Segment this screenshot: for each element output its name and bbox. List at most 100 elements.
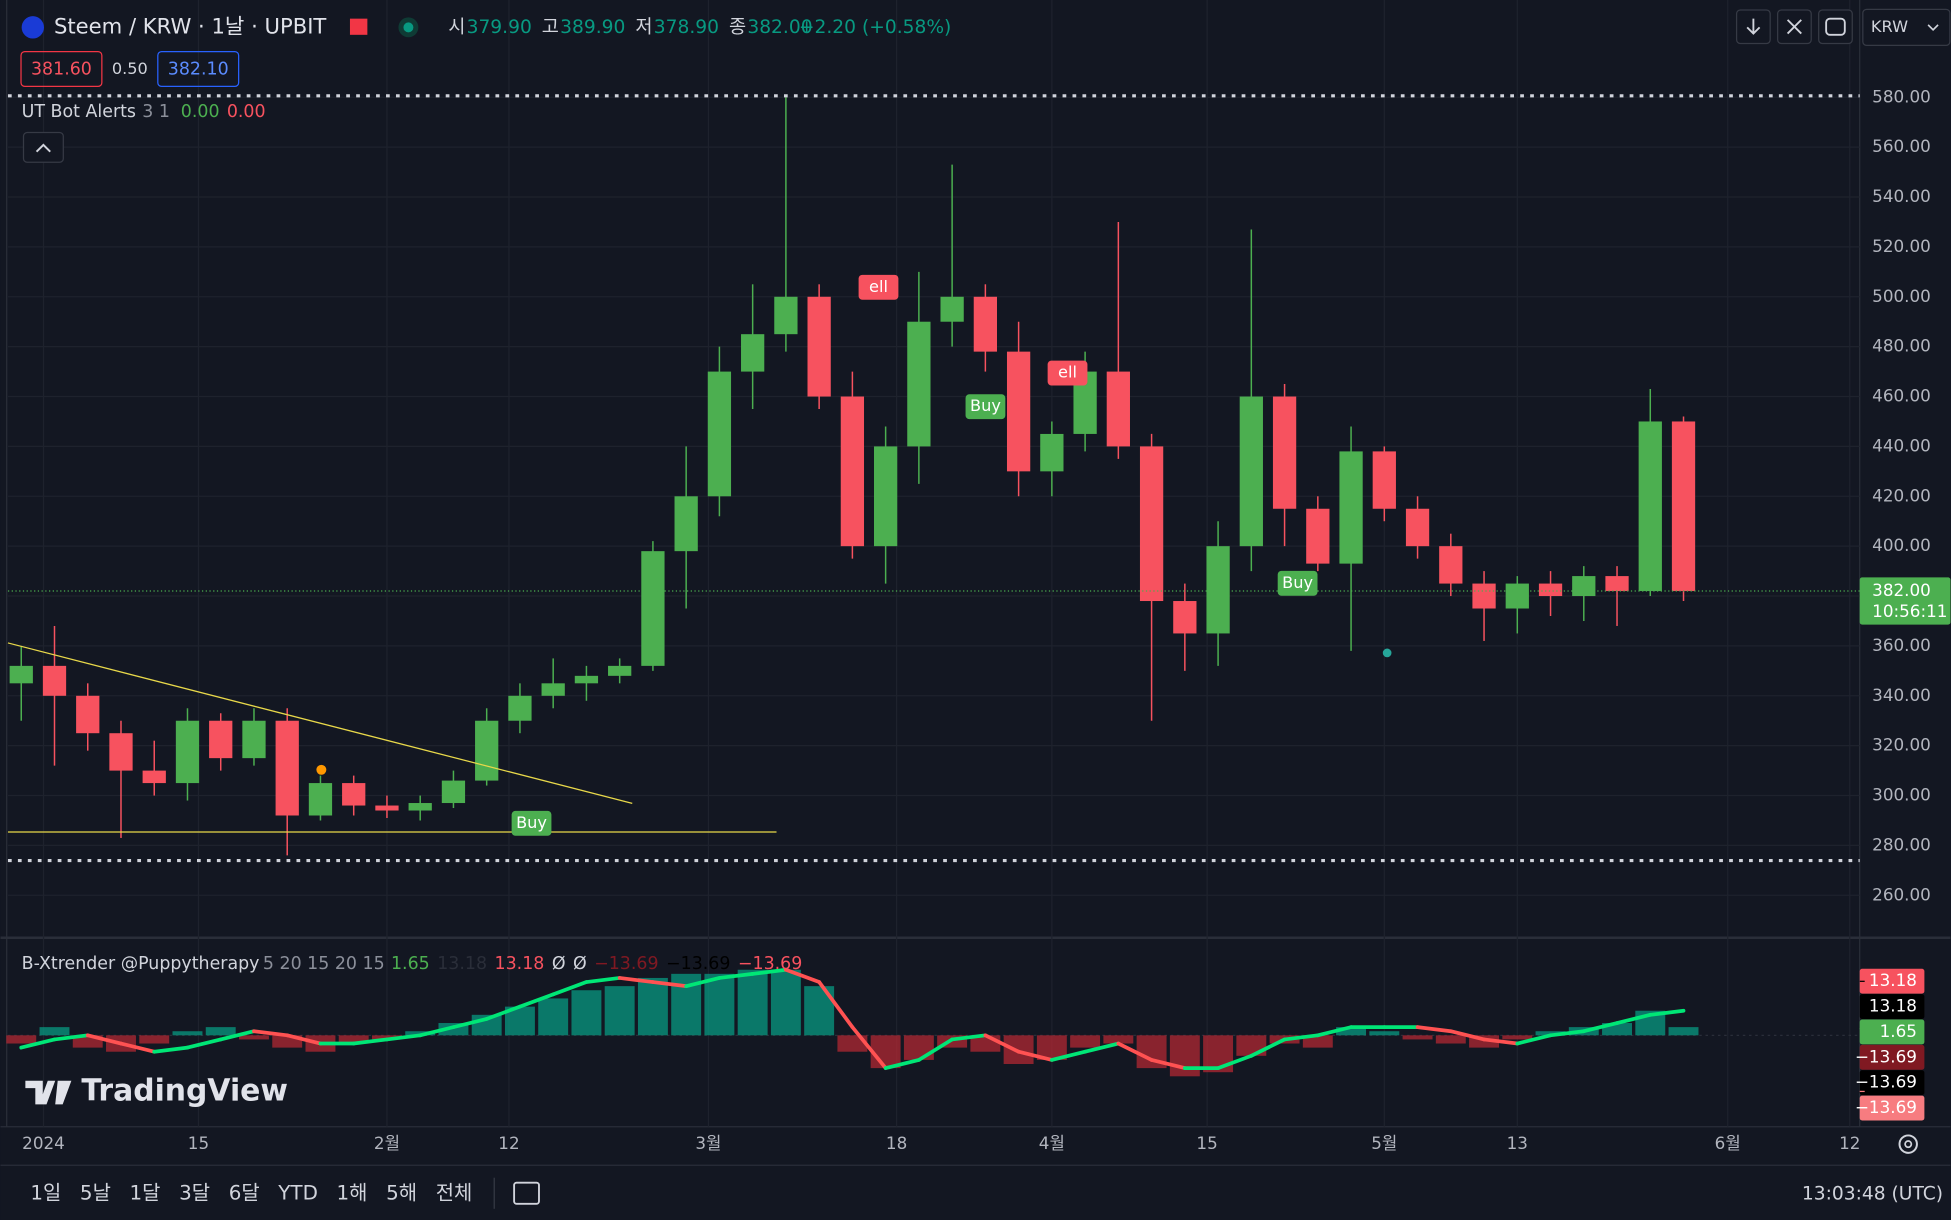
candle-body <box>9 665 33 684</box>
scale-label: −13.69 <box>1855 1072 1917 1092</box>
signal-line <box>684 976 722 989</box>
signal-tag <box>511 810 552 836</box>
currency[interactable]: KRW <box>1871 17 1908 36</box>
range-button[interactable]: 전체 <box>436 1181 473 1204</box>
scale-tag <box>1859 994 1925 1020</box>
range-button[interactable]: YTD <box>277 1181 318 1204</box>
signal-line <box>1615 1012 1653 1025</box>
y-tick-label: 300.00 <box>1872 785 1931 805</box>
candle-body <box>907 321 931 447</box>
signal-label: Buy <box>970 396 1001 415</box>
candle-body <box>574 675 599 684</box>
candle-body <box>1339 451 1363 564</box>
signal-line <box>1482 1037 1520 1046</box>
indicator-readout: 13.18 <box>495 954 545 974</box>
signal-line <box>983 1033 1021 1054</box>
histogram-bar <box>1336 1027 1367 1036</box>
currency-button[interactable] <box>1862 8 1951 47</box>
range-button[interactable]: 1해 <box>337 1181 368 1204</box>
signal-line <box>152 1045 190 1054</box>
study-name[interactable]: UT Bot Alerts <box>22 102 136 122</box>
settings-button[interactable] <box>1898 1134 1918 1154</box>
indicator-params: 5 20 15 20 15 <box>263 954 385 974</box>
scale-label: 13.18 <box>1869 970 1917 990</box>
sell-button[interactable] <box>20 50 103 88</box>
candle-body <box>175 720 200 784</box>
signal-tag <box>1277 570 1318 596</box>
trend-line <box>7 642 633 804</box>
signal-line <box>617 976 655 984</box>
flag[interactable] <box>349 18 368 35</box>
signals: Buy ell Buy ell Buy <box>511 274 1318 836</box>
scale-label: 1.65 <box>1880 1021 1917 1041</box>
candle-body <box>1439 546 1463 584</box>
histogram-bar <box>837 1035 868 1052</box>
range-button[interactable]: 5해 <box>386 1181 417 1204</box>
histogram-bar <box>6 1035 37 1044</box>
histogram-bar <box>1236 1035 1267 1056</box>
signal-line <box>651 980 689 989</box>
scale-tag <box>1859 968 1925 994</box>
buy-button[interactable] <box>157 50 240 88</box>
x-tick-label: 4월 <box>1039 1133 1065 1153</box>
signal-line <box>484 1004 522 1021</box>
candle-body <box>1538 583 1563 597</box>
study-value: 0.00 <box>181 102 220 122</box>
histogram-bar <box>737 969 768 1036</box>
x-tick-label: 2월 <box>374 1133 400 1153</box>
indicator-readout: −13.69 <box>666 954 730 974</box>
goto-date-button[interactable] <box>513 1181 540 1205</box>
range-button[interactable]: 1일 <box>30 1181 61 1204</box>
collapse-button[interactable] <box>22 131 64 163</box>
y-tick-label: 280.00 <box>1872 834 1931 854</box>
change: +2.20 (+0.58%) <box>799 17 951 38</box>
last-price-tag <box>1859 577 1951 625</box>
candle-body <box>707 371 732 497</box>
countdown: 10:56:11 <box>1872 601 1947 621</box>
signal-line <box>1448 1029 1486 1042</box>
range-button[interactable]: 6달 <box>229 1181 260 1204</box>
range-button[interactable]: 5날 <box>80 1181 111 1204</box>
clock[interactable]: 13:03:48 (UTC) <box>1802 1183 1943 1204</box>
signal-label: ell <box>1058 363 1077 382</box>
chevron-icon <box>35 143 51 153</box>
ask[interactable]: 382.10 <box>168 60 229 80</box>
candle-body <box>1239 396 1263 547</box>
signal-line <box>351 1037 389 1046</box>
candle-body <box>1671 421 1696 592</box>
range-bar: 1일 5날 1달 3달 6달 YTD 1해 5해 전체 <box>30 1181 472 1204</box>
histogram-bar <box>538 998 569 1036</box>
y-tick-label: 560.00 <box>1872 136 1931 156</box>
screenshot-button[interactable] <box>1818 9 1853 45</box>
candle-body <box>308 783 333 816</box>
range-button[interactable]: 1달 <box>130 1181 161 1204</box>
candle-body <box>1572 576 1596 597</box>
candle-body <box>541 683 565 696</box>
candle-body <box>441 780 466 804</box>
indicator-readout: −13.69 <box>738 954 802 974</box>
ohlc-value: 378.90 <box>654 17 719 38</box>
signal-tag <box>1047 360 1088 386</box>
alert-dot <box>316 764 327 775</box>
scale-tag <box>1859 1095 1925 1121</box>
symbol[interactable]: Steem / KRW · 1날 · UPBIT <box>54 13 326 38</box>
signal-line <box>1515 1033 1553 1046</box>
signal-line <box>518 992 556 1009</box>
signal-line <box>883 1058 921 1070</box>
y-tick-label: 500.00 <box>1872 286 1931 306</box>
histogram-bar <box>1103 1035 1134 1044</box>
range-button[interactable]: 3달 <box>179 1181 210 1204</box>
indicator-readouts: 1.65 13.18 13.18 Ø Ø −13.69 −13.69 −13.69 <box>391 954 802 974</box>
indicator-title[interactable]: B-Xtrender @Puppytherapy <box>22 954 260 974</box>
signal-line <box>717 971 755 980</box>
candle-body <box>608 665 632 676</box>
bid[interactable]: 381.60 <box>31 60 92 80</box>
histogram-bar <box>1668 1027 1699 1036</box>
histogram-bar <box>172 1031 203 1036</box>
signal-line <box>185 1037 223 1050</box>
indicator-readout: 1.65 <box>391 954 430 974</box>
x-tick-label: 3월 <box>695 1133 721 1153</box>
histogram-bar <box>571 990 602 1036</box>
